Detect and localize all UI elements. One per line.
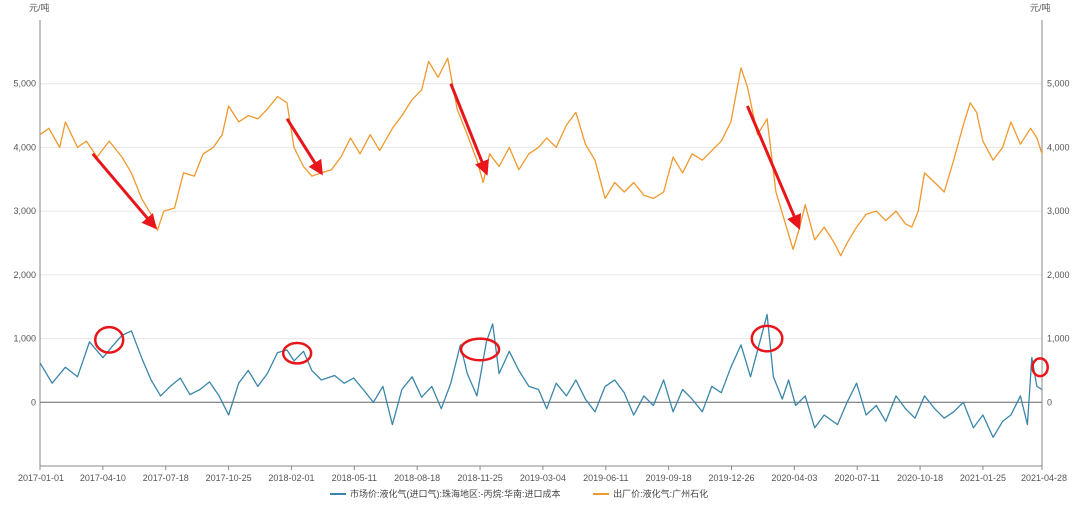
annotation-arrow — [91, 152, 157, 230]
x-tick-label: 2017-01-01 — [18, 473, 64, 483]
y-tick-label-left: 3,000 — [13, 206, 36, 216]
y-tick-label-right: 4,000 — [1047, 142, 1070, 152]
x-tick-label: 2020-07-11 — [835, 473, 880, 483]
left-y-tick-labels: 0 1,000 2,000 3,000 4,000 5,000 — [13, 79, 36, 408]
legend-item-2[interactable]: 出厂价:液化气:广州石化 — [593, 488, 708, 499]
y-tick-label-right: 3,000 — [1047, 206, 1070, 216]
x-tick-label: 2020-10-18 — [897, 473, 943, 483]
x-tick-label: 2017-10-25 — [206, 473, 252, 483]
gridlines — [40, 83, 1042, 340]
annotation-arrow — [449, 83, 489, 176]
y-tick-label-left: 5,000 — [13, 79, 36, 89]
x-tick-label: 2019-12-26 — [708, 473, 754, 483]
y-tick-label-right: 1,000 — [1047, 334, 1070, 344]
series-line-1 — [39, 313, 1043, 438]
y-tick-label-left: 1,000 — [13, 334, 36, 344]
y-tick-label-left: 2,000 — [13, 270, 36, 280]
annotations — [91, 83, 1049, 378]
x-tick-label: 2019-09-18 — [646, 473, 692, 483]
axes — [39, 20, 1043, 470]
y-tick-label-right: 2,000 — [1047, 270, 1070, 280]
legend-label: 市场价:液化气(进口气):珠海地区:-丙烷:华南:进口成本 — [350, 488, 561, 499]
x-tick-label: 2021-04-28 — [1021, 473, 1067, 483]
y-tick-label-left: 4,000 — [13, 142, 36, 152]
series-line-2 — [39, 57, 1043, 257]
legend-item-1[interactable]: 市场价:液化气(进口气):珠海地区:-丙烷:华南:进口成本 — [330, 488, 561, 499]
y-tick-label-left: 0 — [31, 397, 36, 407]
annotation-circle — [281, 341, 313, 365]
y-tick-label-right: 5,000 — [1047, 79, 1070, 89]
y-tick-label-right: 0 — [1047, 397, 1052, 407]
x-tick-label: 2018-11-25 — [457, 473, 502, 483]
annotation-circle — [1031, 357, 1049, 378]
legend-label: 出厂价:液化气:广州石化 — [613, 488, 708, 499]
annotation-circle — [93, 325, 125, 354]
left-axis-unit: 元/吨 — [29, 2, 50, 13]
x-tick-label: 2018-05-11 — [332, 473, 377, 483]
x-tick-label: 2019-03-04 — [520, 473, 566, 483]
annotation-arrow — [745, 105, 802, 230]
x-tick-label: 2017-07-18 — [143, 473, 189, 483]
x-tick-labels: 2017-01-01 2017-04-10 2017-07-18 2017-10-25… — [18, 473, 1067, 483]
annotation-circle — [750, 324, 784, 353]
right-y-tick-labels: 0 1,000 2,000 3,000 4,000 5,000 — [1047, 79, 1070, 408]
annotation-circle — [459, 337, 501, 362]
series-lines — [39, 57, 1043, 438]
annotation-arrow — [285, 117, 323, 176]
x-tick-label: 2018-02-01 — [268, 473, 314, 483]
x-tick-label: 2021-01-25 — [960, 473, 1006, 483]
x-tick-label: 2020-04-03 — [771, 473, 817, 483]
x-tick-label: 2017-04-10 — [80, 473, 126, 483]
legend[interactable]: 市场价:液化气(进口气):珠海地区:-丙烷:华南:进口成本 出厂价:液化气:广州石… — [330, 488, 708, 499]
right-axis-unit: 元/吨 — [1030, 2, 1051, 13]
x-tick-label: 2018-08-18 — [394, 473, 440, 483]
x-tick-label: 2019-06-11 — [583, 473, 628, 483]
